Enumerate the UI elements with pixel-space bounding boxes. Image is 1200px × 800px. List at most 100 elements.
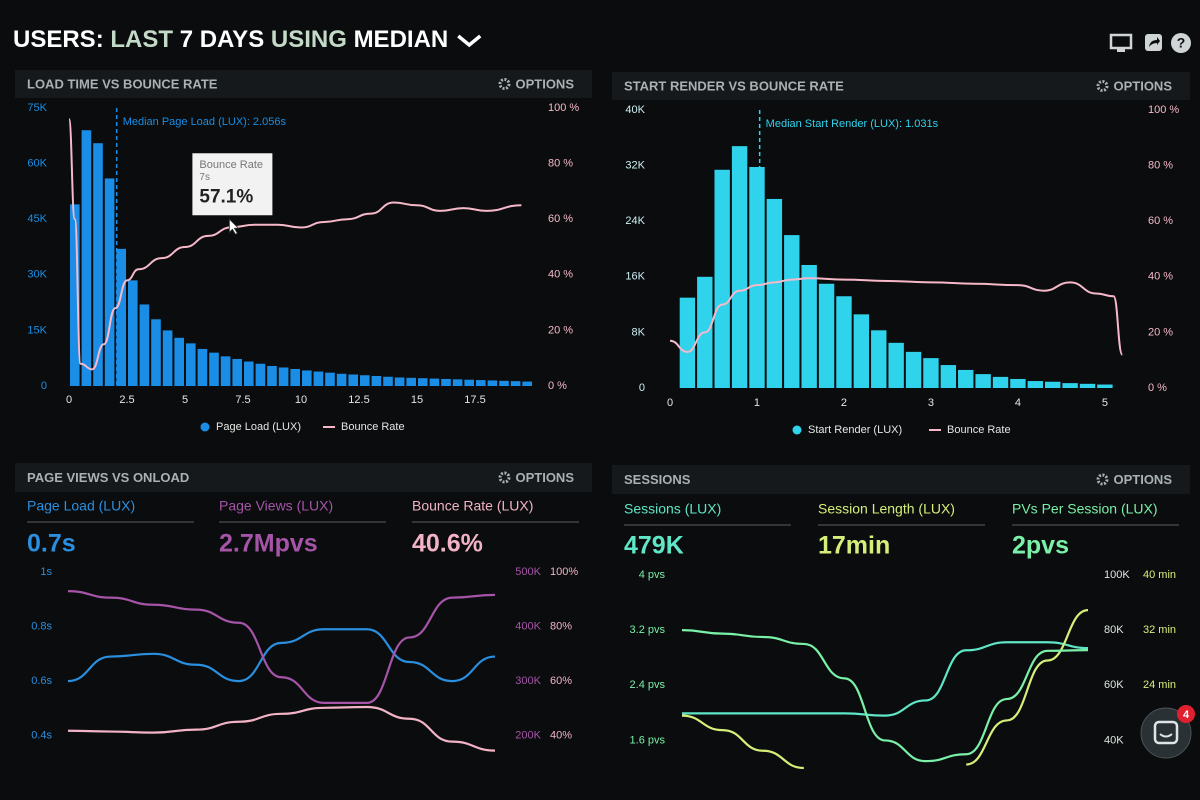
panel-header <box>612 72 1190 100</box>
legend-label: Start Render (LUX) <box>808 424 902 436</box>
y-tick-label: 24K <box>625 215 645 227</box>
bar <box>476 380 486 386</box>
y-tick-label: 60K <box>27 158 47 170</box>
title-part: MEDIAN <box>354 26 449 53</box>
metric-value: 2pvs <box>1012 532 1069 560</box>
bar <box>313 371 324 386</box>
y-tick-label: 80% <box>550 620 572 632</box>
dropdown-chevron[interactable] <box>457 34 482 48</box>
bar <box>836 296 852 388</box>
x-tick-label: 10 <box>295 394 307 406</box>
panel-header <box>15 463 592 492</box>
gear-icon <box>1096 473 1109 486</box>
y-tick-label: 24 min <box>1143 679 1176 691</box>
title-part: 7 DAYS <box>180 26 265 53</box>
y-tick-label: 60 % <box>1148 215 1173 227</box>
monitor-icon[interactable] <box>1109 33 1133 52</box>
bar <box>139 304 150 386</box>
bar <box>104 178 115 386</box>
x-tick-label: 15 <box>411 394 423 406</box>
series-line <box>67 628 496 683</box>
tooltip-x: 7s <box>199 172 210 183</box>
metric-label: Bounce Rate (LUX) <box>412 498 533 514</box>
metric-value: 479K <box>624 532 684 560</box>
bar <box>128 280 138 386</box>
y-tick-label: 20 % <box>1148 326 1173 338</box>
y-tick-label: 2.4 pvs <box>630 679 666 691</box>
y-tick-label: 32 min <box>1143 624 1176 636</box>
x-tick-label: 2.5 <box>119 394 134 406</box>
bar <box>394 377 405 386</box>
options-button[interactable]: OPTIONS <box>515 470 574 485</box>
bar <box>267 365 277 386</box>
bar <box>348 374 358 386</box>
bar <box>383 376 393 386</box>
panel-header <box>612 465 1190 494</box>
bar <box>923 358 939 388</box>
bar <box>336 373 347 386</box>
x-tick-label: 0 <box>66 394 72 406</box>
metric-value: 40.6% <box>412 530 483 558</box>
y-tick-label: 60 % <box>548 213 573 225</box>
series-line <box>67 589 496 705</box>
x-tick-label: 17.5 <box>464 394 485 406</box>
bar <box>522 381 532 386</box>
share-icon[interactable] <box>1145 34 1162 51</box>
series-line <box>681 629 1089 763</box>
bar <box>325 372 335 386</box>
y-tick-label: 4 pvs <box>639 569 666 581</box>
legend-dot <box>200 422 210 432</box>
y-tick-label: 0 <box>639 382 645 394</box>
y-tick-label: 20 % <box>548 324 573 336</box>
median-label: Median Start Render (LUX): 1.031s <box>766 118 939 130</box>
bar <box>464 379 474 386</box>
y-tick-label: 80 % <box>548 158 573 170</box>
bar <box>360 375 370 386</box>
median-label: Median Page Load (LUX): 2.056s <box>123 116 287 128</box>
tooltip-value: 57.1% <box>199 186 253 207</box>
panel: LOAD TIME VS BOUNCE RATE OPTIONS 0 15K 30K 45… <box>15 70 592 433</box>
tooltip-box <box>192 153 273 216</box>
series-line <box>681 609 1089 770</box>
bar <box>371 375 382 386</box>
bar <box>766 198 783 388</box>
help-icon[interactable]: ? <box>1171 33 1191 53</box>
y-tick-label: 300K <box>515 675 541 687</box>
options-button[interactable]: OPTIONS <box>1113 472 1172 487</box>
y-tick-label: 200K <box>515 730 541 742</box>
title-part: LAST <box>110 26 173 53</box>
options-button[interactable]: OPTIONS <box>1113 78 1172 93</box>
x-tick-label: 12.5 <box>348 394 369 406</box>
chat-badge: 4 <box>1183 709 1190 721</box>
gear-icon <box>498 78 511 90</box>
bar <box>905 351 922 388</box>
bar <box>197 348 208 386</box>
cursor <box>229 218 240 235</box>
bar <box>186 343 196 386</box>
metric-value: 17min <box>818 532 890 560</box>
bar <box>302 370 312 386</box>
chat-button[interactable]: 4 <box>1140 705 1195 759</box>
x-tick-label: 5 <box>182 394 188 406</box>
bar <box>784 235 800 388</box>
dashboard-title[interactable]: USERS: LAST 7 DAYS USING MEDIAN <box>13 26 448 53</box>
y-tick-label: 60K <box>1104 679 1124 691</box>
y-tick-label: 45K <box>27 213 47 225</box>
legend-label: Bounce Rate <box>947 424 1011 436</box>
title-part: USERS: <box>13 26 104 53</box>
bar <box>81 130 92 386</box>
bar <box>116 248 126 386</box>
options-button[interactable]: OPTIONS <box>515 76 574 91</box>
metric-label: Session Length (LUX) <box>818 501 955 517</box>
bar <box>853 314 870 388</box>
y-tick-label: 30K <box>27 269 47 281</box>
bar <box>406 377 416 386</box>
y-tick-label: 0 <box>41 380 47 392</box>
y-tick-label: 100K <box>1104 569 1130 581</box>
legend-label: Bounce Rate <box>341 421 405 433</box>
bar <box>418 378 428 386</box>
bar <box>1079 383 1096 388</box>
tooltip-title: Bounce Rate <box>199 159 263 171</box>
metric-label: Sessions (LUX) <box>624 501 721 517</box>
